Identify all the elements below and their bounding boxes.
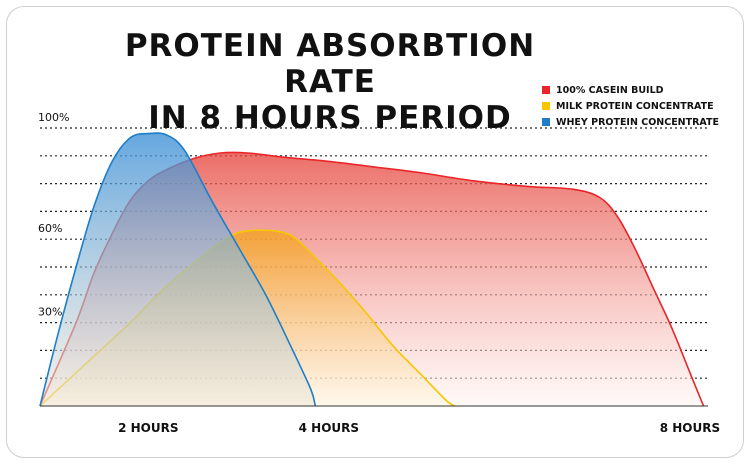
legend-label-casein: 100% CASEIN BUILD [556, 84, 664, 96]
line-whey-protein-concentrate [39, 132, 317, 407]
legend-swatch-casein [542, 86, 550, 94]
chart-title-line-1: PROTEIN ABSORBTION RATE [124, 28, 536, 100]
legend-label-whey-protein: WHEY PROTEIN CONCENTRATE [556, 116, 720, 128]
label-layer: 100% 60% 30% 2 HOURS 4 HOURS 8 HOURS [38, 111, 720, 435]
y-tick-label-60: 60% [38, 222, 62, 235]
x-tick-label-8: 8 HOURS [660, 421, 720, 435]
legend-swatch-milk-protein [542, 102, 550, 110]
y-tick-label-30: 30% [38, 306, 62, 319]
legend-item-milk-protein: MILK PROTEIN CONCENTRATE [542, 98, 719, 114]
chart-title: PROTEIN ABSORBTION RATE IN 8 HOURS PERIO… [80, 28, 580, 136]
x-tick-label-2: 2 HOURS [118, 421, 178, 435]
legend-swatch-whey-protein [542, 118, 550, 126]
legend-item-casein: 100% CASEIN BUILD [542, 82, 719, 98]
area-whey-protein-concentrate [40, 133, 316, 407]
legend-item-whey-protein: WHEY PROTEIN CONCENTRATE [542, 114, 719, 130]
y-tick-label-100: 100% [38, 111, 69, 124]
chart-title-line-2: IN 8 HOURS PERIOD [148, 100, 512, 136]
area-layer [39, 132, 705, 407]
legend-label-milk-protein: MILK PROTEIN CONCENTRATE [556, 100, 714, 112]
chart-legend: 100% CASEIN BUILD MILK PROTEIN CONCENTRA… [542, 82, 719, 130]
x-tick-label-4: 4 HOURS [299, 421, 359, 435]
